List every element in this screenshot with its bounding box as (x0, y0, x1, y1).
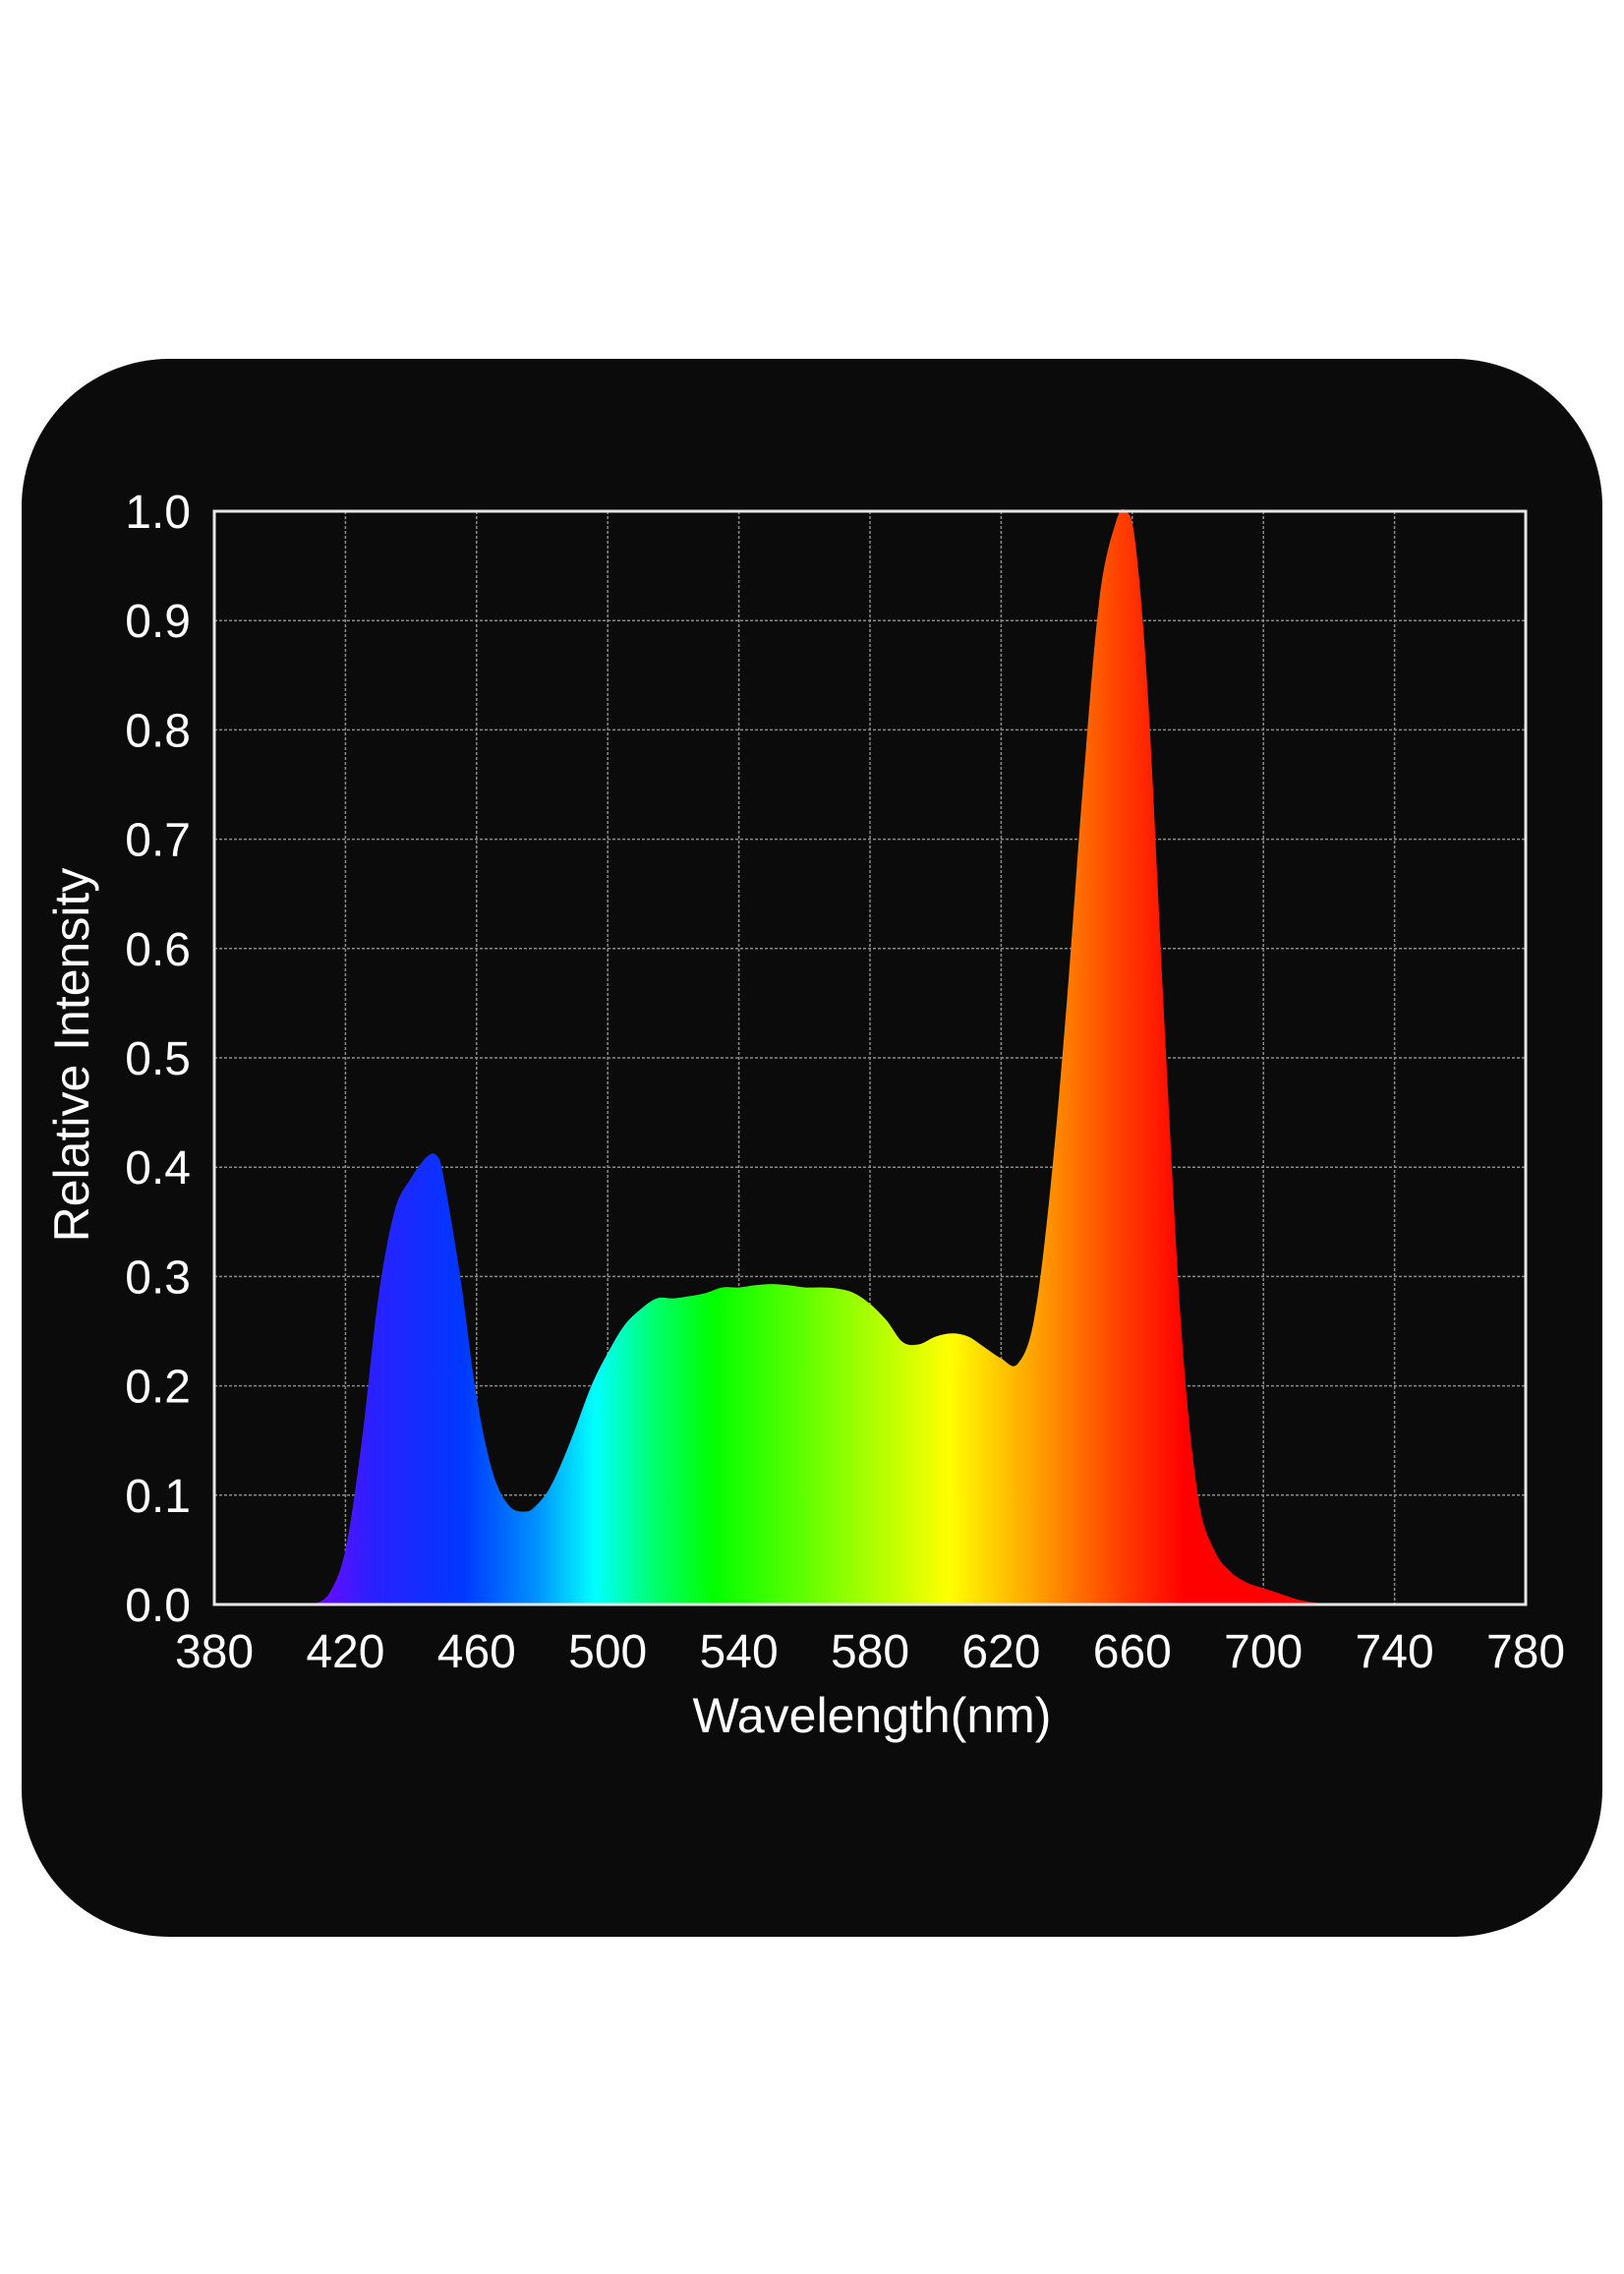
x-tick-label: 420 (306, 1626, 384, 1678)
y-tick-label: 0.1 (125, 1471, 191, 1523)
x-tick-label: 780 (1486, 1626, 1565, 1678)
y-tick-label: 0.2 (125, 1362, 191, 1414)
x-axis-label: Wavelength(nm) (693, 1688, 1052, 1743)
x-tick-label: 500 (568, 1626, 647, 1678)
x-tick-label: 580 (831, 1626, 909, 1678)
x-tick-label: 460 (437, 1626, 516, 1678)
x-tick-label: 540 (700, 1626, 779, 1678)
y-tick-label: 0.5 (125, 1033, 191, 1085)
y-tick-label: 0.7 (125, 815, 191, 867)
y-tick-label: 0.8 (125, 705, 191, 757)
x-axis-ticks: 380 420 460 500 540 580 620 660 700 740 780 (175, 1626, 1565, 1678)
y-axis-label: Relative Intensity (44, 868, 99, 1243)
y-tick-label: 0.3 (125, 1252, 191, 1304)
chart-panel: 380 420 460 500 540 580 620 660 700 740 780 0.0 0.1… (22, 359, 1602, 1937)
y-axis-ticks: 0.0 0.1 0.2 0.3 0.4 0.5 0.6 0.7 0.8 0.9 1.0 (125, 487, 191, 1632)
x-tick-label: 740 (1356, 1626, 1434, 1678)
x-tick-label: 660 (1093, 1626, 1172, 1678)
x-tick-label: 380 (175, 1626, 254, 1678)
plot-frame (212, 509, 1528, 1606)
y-tick-label: 0.0 (125, 1580, 191, 1632)
y-tick-label: 0.9 (125, 596, 191, 648)
spectrum-chart: 380 420 460 500 540 580 620 660 700 740 780 0.0 0.1… (44, 487, 1565, 1743)
spectrum-area (313, 508, 1329, 1605)
y-tick-label: 0.6 (125, 924, 191, 976)
x-tick-label: 700 (1224, 1626, 1303, 1678)
x-tick-label: 620 (961, 1626, 1040, 1678)
y-tick-label: 1.0 (125, 487, 191, 539)
y-tick-label: 0.4 (125, 1142, 191, 1195)
